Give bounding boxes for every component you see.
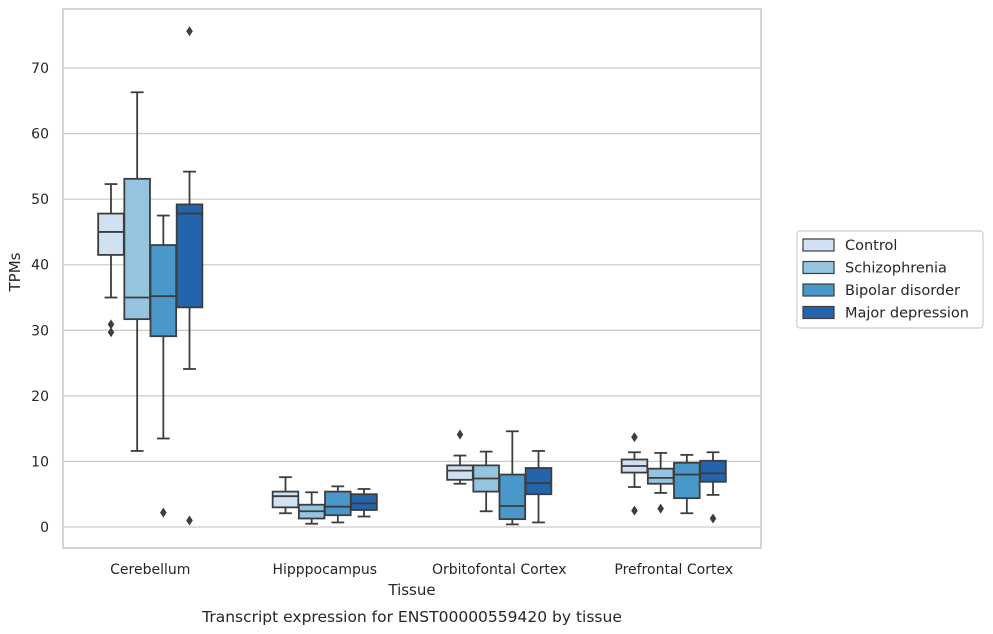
x-tick-label: Hipppocampus bbox=[272, 562, 377, 578]
y-axis-title: TPMs bbox=[6, 252, 24, 292]
box-iqr bbox=[149, 244, 178, 338]
y-tick-label: 0 bbox=[40, 520, 49, 536]
box-iqr bbox=[524, 467, 553, 496]
legend-swatch bbox=[802, 260, 835, 275]
y-tick-label: 50 bbox=[31, 192, 49, 208]
legend-entry-label: Schizophrenia bbox=[845, 261, 947, 277]
box-0-0 bbox=[97, 183, 125, 338]
box-iqr bbox=[123, 177, 151, 321]
legend-entry-label: Control bbox=[845, 238, 897, 254]
box-groups bbox=[97, 26, 727, 526]
x-tick-labels: Cerebellum Hipppocampus Orbitofontal Corte… bbox=[110, 562, 733, 578]
outlier-point bbox=[107, 327, 115, 338]
box-1-1 bbox=[297, 491, 326, 525]
outlier-point bbox=[160, 507, 167, 518]
legend-swatch bbox=[802, 283, 835, 297]
box-iqr bbox=[498, 473, 527, 521]
outlier-point bbox=[657, 503, 664, 514]
outlier-point bbox=[631, 432, 638, 443]
x-tick-label: Orbitofontal Cortex bbox=[432, 562, 567, 578]
box-iqr bbox=[97, 212, 125, 256]
box-1-0 bbox=[271, 476, 300, 515]
legend-entry-label: Major depression bbox=[845, 306, 969, 322]
box-0-2 bbox=[149, 214, 178, 518]
legend-swatch bbox=[802, 305, 835, 320]
legend-swatch bbox=[802, 238, 835, 252]
legend: Control Schizophrenia Bipolar disorder Majo… bbox=[796, 230, 984, 329]
box-iqr bbox=[271, 490, 300, 509]
plot-frame bbox=[62, 8, 762, 549]
y-tick-label: 10 bbox=[31, 454, 49, 470]
box-iqr bbox=[699, 459, 727, 483]
x-axis-title: Tissue bbox=[387, 581, 435, 599]
y-tick-label: 20 bbox=[31, 389, 49, 405]
outlier-point bbox=[186, 26, 193, 37]
box-2-3 bbox=[524, 450, 553, 524]
box-iqr bbox=[673, 461, 701, 500]
box-3-0 bbox=[620, 432, 649, 516]
y-tick-labels: 0 10 20 30 40 50 60 70 bbox=[31, 61, 49, 536]
box-3-3 bbox=[699, 451, 727, 524]
outlier-point bbox=[107, 319, 115, 330]
y-tick-label: 40 bbox=[31, 258, 49, 274]
box-0-1 bbox=[123, 91, 151, 452]
box-1-2 bbox=[324, 485, 352, 524]
legend-frame bbox=[796, 230, 984, 329]
box-iqr bbox=[324, 490, 352, 517]
outlier-point bbox=[456, 429, 464, 440]
box-iqr bbox=[350, 493, 378, 511]
box-iqr bbox=[446, 464, 474, 481]
box-iqr bbox=[175, 203, 204, 309]
outlier-point bbox=[709, 513, 717, 524]
box-0-3 bbox=[175, 26, 204, 526]
legend-entry-label: Bipolar disorder bbox=[845, 283, 960, 299]
y-tick-label: 30 bbox=[31, 323, 49, 339]
chart-caption: Transcript expression for ENST0000055942… bbox=[201, 608, 622, 626]
box-3-1 bbox=[646, 452, 675, 514]
outlier-point bbox=[186, 515, 193, 526]
outlier-point bbox=[631, 505, 638, 516]
x-tick-label: Prefrontal Cortex bbox=[614, 562, 733, 578]
box-2-2 bbox=[498, 430, 527, 526]
box-iqr bbox=[646, 467, 675, 485]
y-tick-label: 70 bbox=[31, 61, 49, 77]
y-gridlines bbox=[63, 67, 761, 528]
box-1-3 bbox=[350, 488, 378, 518]
y-tick-label: 60 bbox=[31, 127, 49, 143]
x-tick-label: Cerebellum bbox=[110, 562, 190, 578]
